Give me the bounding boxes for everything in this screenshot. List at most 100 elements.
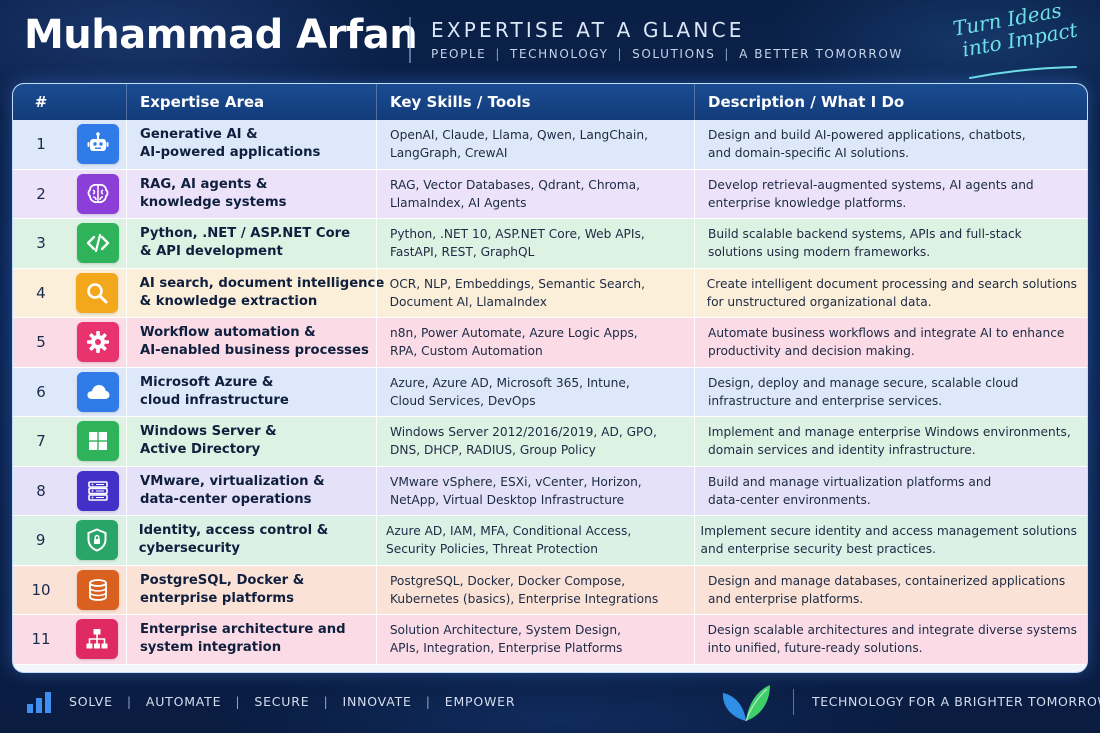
column-divider bbox=[126, 516, 127, 565]
separator: | bbox=[323, 694, 329, 709]
separator: | bbox=[425, 694, 431, 709]
table-header: # Expertise Area Key Skills / Tools Desc… bbox=[13, 84, 1087, 120]
server-icon bbox=[76, 470, 119, 511]
expertise-area: VMware, virtualization & data-center oper… bbox=[126, 473, 376, 509]
column-divider bbox=[126, 466, 127, 515]
column-divider bbox=[126, 120, 127, 169]
key-skills-line: Security Policies, Threat Protection bbox=[386, 542, 598, 557]
column-divider bbox=[376, 169, 377, 218]
column-divider bbox=[376, 120, 377, 169]
column-divider bbox=[694, 169, 695, 218]
column-divider bbox=[126, 615, 127, 664]
column-divider bbox=[376, 367, 377, 416]
expertise-area-line: Workflow automation & bbox=[140, 325, 316, 341]
key-skills-line: Solution Architecture, System Design, bbox=[389, 623, 621, 638]
key-skills-line: NetApp, Virtual Desktop Infrastructure bbox=[390, 492, 625, 507]
key-skills-line: n8n, Power Automate, Azure Logic Apps, bbox=[390, 326, 638, 341]
key-skills-line: Azure, Azure AD, Microsoft 365, Intune, bbox=[390, 375, 630, 390]
bar-chart-icon bbox=[27, 692, 51, 713]
table-row: 3 Python, .NET / ASP.NET Core & API develo… bbox=[13, 219, 1087, 269]
subtitle-technology: TECHNOLOGY bbox=[510, 47, 609, 61]
key-skills: Azure, Azure AD, Microsoft 365, Intune, C… bbox=[376, 374, 694, 410]
icon-cell bbox=[69, 470, 126, 511]
expertise-area: PostgreSQL, Docker & enterprise platforms bbox=[126, 572, 376, 608]
expertise-area-line: VMware, virtualization & bbox=[140, 473, 325, 489]
icon-cell bbox=[69, 124, 126, 165]
footer-tagline: TECHNOLOGY FOR A BRIGHTER TOMORROW bbox=[812, 694, 1100, 709]
expertise-area-line: PostgreSQL, Docker & bbox=[140, 572, 305, 588]
column-divider bbox=[376, 417, 377, 466]
key-skills-line: RPA, Custom Automation bbox=[390, 344, 543, 359]
gear-icon bbox=[76, 322, 119, 363]
column-divider bbox=[126, 169, 127, 218]
separator: | bbox=[126, 694, 132, 709]
description-line: Develop retrieval-augmented systems, AI … bbox=[708, 177, 1034, 192]
description: Design and manage databases, containeriz… bbox=[694, 572, 1087, 608]
hierarchy-icon bbox=[76, 619, 119, 660]
footer-word-empower: EMPOWER bbox=[444, 694, 516, 709]
expertise-area-line: AI-enabled business processes bbox=[140, 343, 369, 359]
separator: | bbox=[724, 47, 731, 61]
description-line: Automate business workflows and integrat… bbox=[708, 326, 1065, 341]
column-divider bbox=[376, 615, 377, 664]
icon-cell bbox=[69, 322, 126, 363]
column-divider bbox=[126, 268, 127, 317]
expertise-area: Workflow automation & AI-enabled business… bbox=[126, 324, 376, 360]
column-divider bbox=[126, 367, 127, 416]
table-row: 7 Windows Server & Active Directory Windows… bbox=[13, 417, 1087, 467]
expertise-area-line: Identity, access control & bbox=[138, 523, 329, 539]
column-divider bbox=[126, 565, 127, 614]
description-line: Design scalable architectures and integr… bbox=[707, 623, 1077, 638]
expertise-area-line: system integration bbox=[139, 640, 282, 656]
key-skills-line: FastAPI, REST, GraphQL bbox=[390, 245, 535, 260]
expertise-area-line: Microsoft Azure & bbox=[140, 374, 274, 390]
row-number: 1 bbox=[36, 135, 46, 154]
column-header-skills: Key Skills / Tools bbox=[390, 93, 531, 111]
row-number: 10 bbox=[31, 580, 51, 599]
column-divider bbox=[694, 565, 695, 614]
separator: | bbox=[495, 47, 502, 61]
table-row: 11 Enterprise architecture and system inte… bbox=[13, 615, 1087, 665]
column-divider bbox=[376, 466, 377, 515]
description-line: Build and manage virtualization platform… bbox=[708, 474, 992, 489]
column-divider bbox=[376, 268, 377, 317]
expertise-area-line: & knowledge extraction bbox=[139, 293, 318, 309]
expertise-area: RAG, AI agents & knowledge systems bbox=[126, 176, 376, 212]
expertise-area-line: cloud infrastructure bbox=[140, 392, 289, 408]
table-row: 4 AI search, document intelligence & knowl… bbox=[13, 268, 1087, 318]
expertise-area-line: Windows Server & bbox=[140, 424, 277, 440]
description-line: Implement and manage enterprise Windows … bbox=[708, 425, 1071, 440]
description-line: productivity and decision making. bbox=[708, 344, 915, 359]
column-divider bbox=[694, 84, 695, 120]
description-line: and enterprise platforms. bbox=[708, 591, 864, 606]
footer-word-innovate: INNOVATE bbox=[342, 694, 412, 709]
windows-icon bbox=[76, 421, 119, 462]
description-line: into unified, future-ready solutions. bbox=[707, 641, 923, 656]
description: Design, deploy and manage secure, scalab… bbox=[694, 374, 1087, 410]
row-number: 3 bbox=[36, 234, 46, 253]
expertise-area: Identity, access control & cybersecurity bbox=[125, 522, 372, 558]
icon-cell bbox=[69, 223, 126, 264]
key-skills: OCR, NLP, Embeddings, Semantic Search, Do… bbox=[376, 275, 693, 311]
key-skills-line: Cloud Services, DevOps bbox=[390, 393, 536, 408]
row-number: 5 bbox=[36, 333, 46, 352]
footer-word-solve: SOLVE bbox=[69, 694, 113, 709]
column-divider bbox=[694, 516, 695, 565]
separator: | bbox=[235, 694, 241, 709]
column-divider bbox=[694, 219, 695, 268]
column-header-area: Expertise Area bbox=[140, 93, 265, 111]
description-line: enterprise knowledge platforms. bbox=[708, 195, 907, 210]
description-line: Create intelligent document processing a… bbox=[706, 276, 1077, 291]
subtitle-better-tomorrow: A BETTER TOMORROW bbox=[739, 47, 903, 61]
column-divider bbox=[126, 84, 127, 120]
expertise-area: Generative AI & AI-powered applications bbox=[126, 126, 376, 162]
key-skills: Solution Architecture, System Design, API… bbox=[376, 621, 694, 657]
table-body: 1 Generative AI & AI-powered applications O… bbox=[13, 120, 1087, 665]
expertise-area: Python, .NET / ASP.NET Core & API develop… bbox=[126, 225, 376, 261]
icon-cell bbox=[69, 173, 126, 214]
column-divider bbox=[376, 516, 377, 565]
key-skills-line: LlamaIndex, AI Agents bbox=[390, 195, 527, 210]
key-skills: Python, .NET 10, ASP.NET Core, Web APIs,… bbox=[376, 225, 694, 261]
icon-cell bbox=[69, 619, 126, 660]
database-icon bbox=[76, 569, 119, 610]
